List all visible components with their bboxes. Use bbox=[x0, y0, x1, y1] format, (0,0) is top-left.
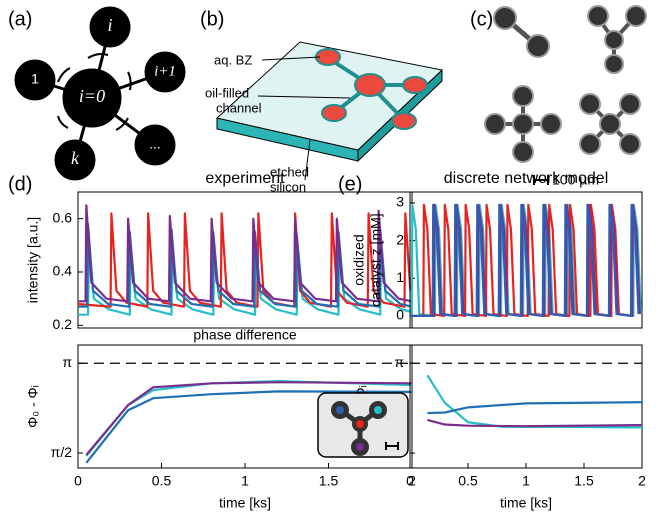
panel-label: (b) bbox=[200, 8, 224, 30]
scale-bar-label: 100 µm bbox=[552, 172, 599, 188]
x-tick-label: 0 bbox=[406, 473, 414, 489]
x-tick-label: 0 bbox=[74, 473, 82, 489]
y-tick-label: π bbox=[62, 354, 72, 370]
x-tick-label: 1 bbox=[522, 473, 530, 489]
x-tick-label: 1.5 bbox=[319, 473, 339, 489]
chart-title: discrete network model bbox=[444, 170, 609, 187]
chip-label: aq. BZ bbox=[214, 52, 252, 67]
chip-label: oil-filled bbox=[205, 85, 249, 100]
series-line bbox=[410, 203, 640, 318]
panel-label: (d) bbox=[8, 173, 32, 195]
droplet-images bbox=[484, 5, 647, 185]
x-tick-label: 2 bbox=[638, 473, 646, 489]
x-tick-label: 1 bbox=[241, 473, 249, 489]
series-line bbox=[85, 390, 413, 464]
chip-label: etched bbox=[270, 164, 309, 179]
x-axis-label: time [ks] bbox=[219, 495, 271, 511]
y-axis-label: intensity [a.u.] bbox=[25, 217, 41, 303]
node-label: k bbox=[71, 148, 80, 168]
network-diagram bbox=[14, 6, 186, 181]
node-label: 1 bbox=[31, 71, 39, 87]
y-tick-label: 2 bbox=[396, 231, 404, 247]
x-axis-label: time [ks] bbox=[500, 495, 552, 511]
node-label: i=0 bbox=[79, 86, 105, 106]
series-line bbox=[78, 222, 413, 308]
x-tick-label: 0.5 bbox=[458, 473, 478, 489]
inset-image bbox=[317, 392, 409, 458]
panel-label: (a) bbox=[8, 8, 32, 30]
node-label: i+1 bbox=[154, 63, 176, 79]
y-tick-label: 0.2 bbox=[53, 316, 73, 332]
y-tick-label: π bbox=[394, 354, 404, 370]
node-label: i bbox=[107, 15, 112, 35]
chip-label: silicon bbox=[270, 179, 306, 194]
node-label: ... bbox=[149, 136, 161, 152]
panel-label: (c) bbox=[470, 8, 493, 30]
panel-label: (e) bbox=[338, 173, 362, 195]
x-tick-label: 0.5 bbox=[152, 473, 172, 489]
series-line bbox=[426, 374, 643, 429]
series-line bbox=[85, 381, 413, 456]
y-axis-label: Φ₀ - Φᵢ bbox=[25, 385, 41, 428]
x-tick-label: 2 bbox=[408, 473, 416, 489]
y-tick-label: 3 bbox=[396, 194, 404, 210]
chart-title: experiment bbox=[205, 170, 285, 187]
chip-label: channel bbox=[216, 100, 262, 115]
plot-frame bbox=[409, 191, 643, 329]
y-tick-label: 1 bbox=[396, 269, 404, 285]
series-line bbox=[427, 418, 643, 428]
y-axis-label: catalyst z [mM] bbox=[368, 213, 384, 306]
y-tick-label: 0 bbox=[396, 307, 404, 323]
series-line bbox=[427, 401, 643, 415]
y-axis-label: oxidized bbox=[351, 234, 367, 285]
chip-diagram bbox=[215, 41, 444, 181]
y-tick-label: π/2 bbox=[51, 444, 73, 460]
annotation: phase difference bbox=[193, 327, 296, 343]
series-line bbox=[78, 204, 413, 303]
y-tick-label: 0.4 bbox=[53, 263, 73, 279]
y-tick-label: 0.6 bbox=[53, 209, 73, 225]
x-tick-label: 1.5 bbox=[574, 473, 594, 489]
